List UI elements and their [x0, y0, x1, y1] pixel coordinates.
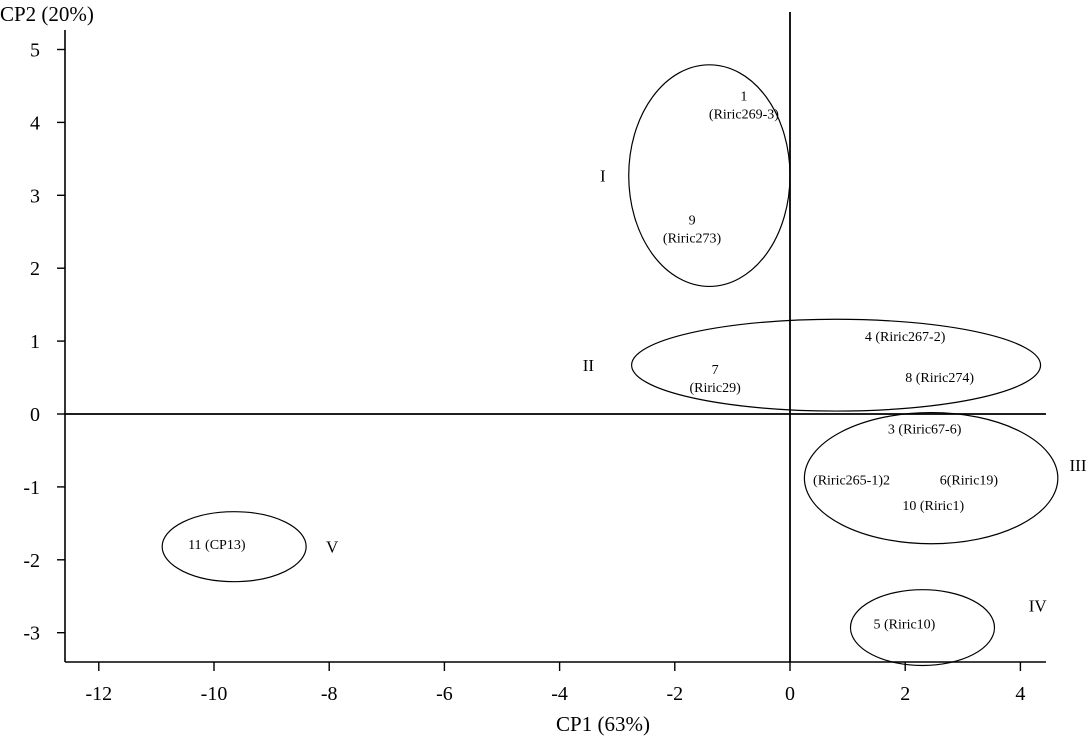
cluster-label-i: I — [600, 167, 606, 186]
data-point-label-line: 6(Riric19) — [940, 474, 999, 489]
data-point-label: 8 (Riric274) — [905, 371, 974, 386]
data-point-label-line: 11 (CP13) — [188, 538, 246, 553]
data-point-label-line: 5 (Riric10) — [874, 617, 936, 632]
y-tick-label: 2 — [30, 258, 40, 280]
cluster-ellipse-i — [628, 64, 791, 288]
y-tick-label: 1 — [30, 331, 40, 353]
data-point-label-line: 7 — [712, 363, 719, 378]
data-point-label: 11 (CP13) — [188, 538, 246, 553]
y-tick-label: -3 — [23, 623, 40, 645]
x-tick-label: 0 — [785, 683, 795, 705]
point-labels: 1 (Riric269-3) 9 (Riric273) 7 (Riric29) 4 (Rir… — [188, 90, 998, 633]
data-point-label: 5 (Riric10) — [874, 617, 936, 632]
data-point-label-line: 4 (Riric267-2) — [865, 330, 946, 345]
data-point-label: 10 (Riric1) — [902, 499, 964, 514]
x-tick-label: -10 — [201, 683, 228, 705]
data-point-label: 6(Riric19) — [940, 474, 999, 489]
data-point-label: (Riric265-1)2 — [813, 474, 890, 489]
data-point-label: 9 (Riric273) — [663, 213, 722, 246]
x-tick-label: 2 — [900, 683, 910, 705]
x-axis-title: CP1 (63%) — [556, 712, 650, 736]
x-tick-label: -4 — [551, 683, 568, 705]
data-point-label-line: 3 (Riric67-6) — [888, 423, 962, 438]
data-point-label-line: 1 — [740, 90, 747, 105]
data-point-label-line: (Riric265-1)2 — [813, 474, 890, 489]
cluster-ellipse-iii — [803, 411, 1059, 545]
cluster-ellipse-v — [161, 511, 307, 583]
x-tick-label: 4 — [1015, 683, 1025, 705]
y-tick-label: -2 — [23, 550, 40, 572]
data-point-label-line: (Riric29) — [689, 381, 741, 396]
data-point-label-line: 9 — [689, 213, 696, 228]
y-axis-title: CP2 (20%) — [0, 2, 94, 26]
y-tick-label: 4 — [30, 112, 40, 134]
y-tick-label: 3 — [30, 185, 40, 207]
cluster-label-ii: II — [583, 356, 595, 375]
data-point-label: 3 (Riric67-6) — [888, 423, 962, 438]
cluster-ellipses — [161, 64, 1059, 667]
cluster-label-v: V — [326, 538, 339, 557]
data-point-label-line: (Riric269-3) — [709, 108, 779, 123]
data-point-label-line: 8 (Riric274) — [905, 371, 974, 386]
data-point-label: 1 (Riric269-3) — [709, 90, 779, 123]
data-point-label-line: 10 (Riric1) — [902, 499, 964, 514]
cluster-label-iv: IV — [1029, 597, 1048, 616]
data-point-label-line: (Riric273) — [663, 231, 722, 246]
y-tick-label: 5 — [30, 40, 40, 62]
x-tick-label: -6 — [436, 683, 453, 705]
data-point-label: 7 (Riric29) — [689, 363, 741, 396]
x-tick-label: -8 — [321, 683, 338, 705]
x-tick-label: -2 — [666, 683, 683, 705]
y-tick-label: -1 — [23, 477, 40, 499]
data-point-label: 4 (Riric267-2) — [865, 330, 946, 345]
cluster-label-iii: III — [1070, 456, 1087, 475]
y-tick-label: 0 — [30, 404, 40, 426]
cluster-ellipse-iv — [849, 589, 996, 667]
x-tick-label: -12 — [85, 683, 112, 705]
reference-lines — [65, 12, 1046, 662]
cluster-ellipse-ii — [631, 318, 1042, 412]
